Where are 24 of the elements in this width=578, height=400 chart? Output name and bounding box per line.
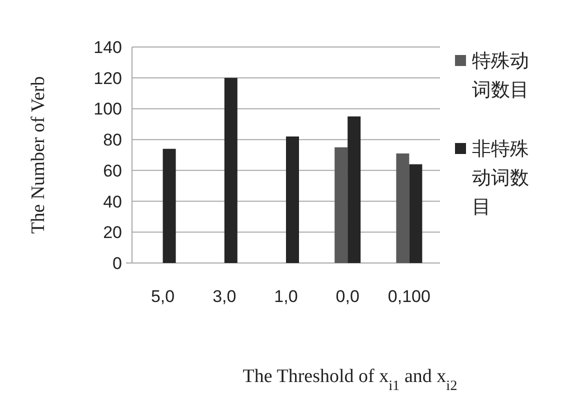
bar [348,116,361,263]
legend-label: 非特殊动词数目 [472,139,529,218]
bar [409,164,422,263]
bar [334,147,348,263]
y-tick-label: 0 [112,254,122,273]
bar [162,148,176,263]
x-tick-label: 3,0 [212,287,236,306]
y-tick-label: 80 [103,130,122,150]
y-tick-label: 20 [103,223,122,242]
y-axis-title: The Number of Verb [28,76,49,234]
bar [286,136,299,263]
y-tick-label: 100 [94,100,122,119]
x-tick-label: 0,0 [336,287,360,306]
y-tick-label: 140 [94,38,122,57]
y-tick-label: 40 [103,192,122,212]
y-tick-label: 120 [94,68,122,88]
bar [396,153,410,263]
y-tick-label: 60 [103,161,122,180]
x-axis-title: The Threshold of x$_{i1}$ and x$_{i2}$ [242,366,458,394]
x-tick-label: 5,0 [150,287,175,306]
x-tick-label: 1,0 [274,287,298,306]
legend-label: 特殊动词数目 [472,51,529,101]
x-tick-label: 0,100 [388,287,430,306]
bar [224,78,238,263]
